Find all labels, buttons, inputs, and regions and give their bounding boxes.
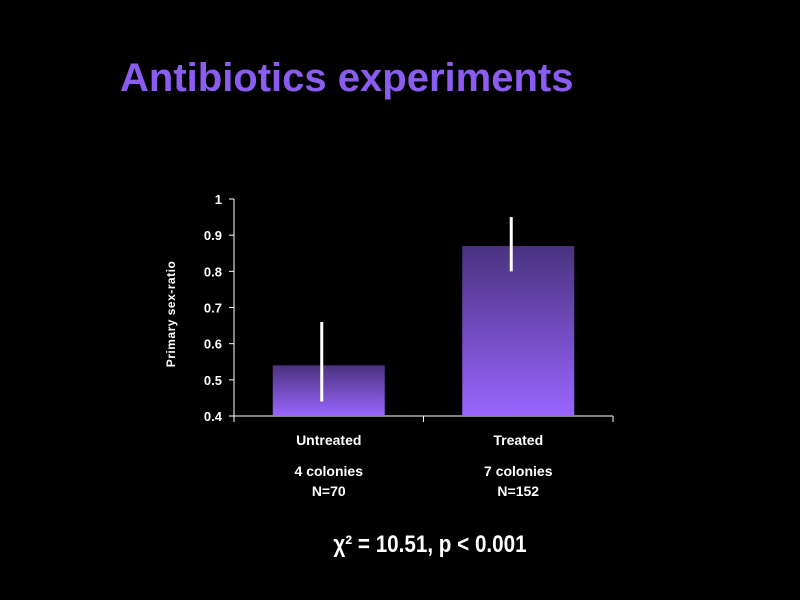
y-tick-label: 0.9 bbox=[204, 228, 222, 243]
y-tick-label: 0.8 bbox=[204, 264, 222, 279]
x-category-sublabel: 4 colonies bbox=[295, 463, 364, 479]
bar-untreated bbox=[272, 365, 385, 416]
y-tick-label: 0.7 bbox=[204, 301, 222, 316]
x-category-sublabel: N=152 bbox=[497, 483, 539, 499]
y-tick-label: 0.5 bbox=[204, 373, 222, 388]
slide-title: Antibiotics experiments bbox=[120, 56, 574, 100]
chi-square-result: χ² = 10.51, p < 0.001 bbox=[333, 531, 527, 558]
x-category-sublabel: N=70 bbox=[312, 483, 346, 499]
y-tick-label: 0.4 bbox=[204, 409, 223, 424]
y-axis-label: Primary sex-ratio bbox=[164, 261, 178, 368]
x-category-label: Treated bbox=[493, 432, 543, 448]
bar-treated bbox=[462, 246, 575, 416]
y-tick-label: 0.6 bbox=[204, 337, 222, 352]
x-category-sublabel: 7 colonies bbox=[484, 463, 553, 479]
x-category-label: Untreated bbox=[296, 432, 361, 448]
y-tick-label: 1 bbox=[215, 192, 222, 207]
